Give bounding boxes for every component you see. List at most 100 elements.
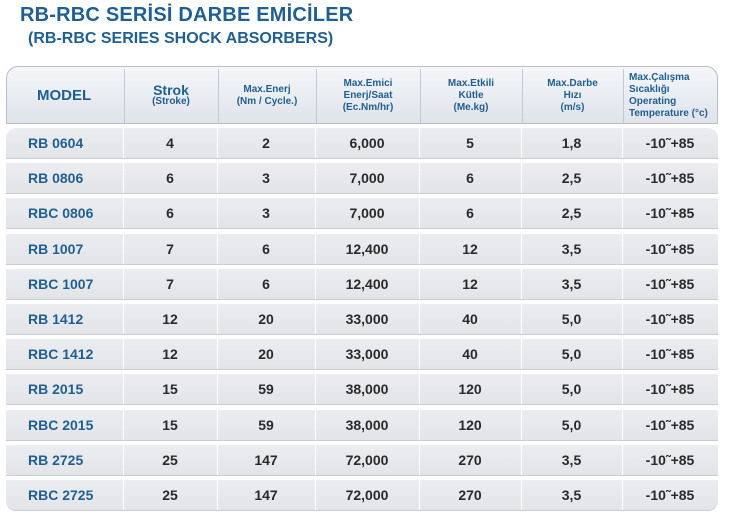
column-divider [622,163,623,194]
column-divider [217,163,218,194]
table-row: RB 2725 25 147 72,000 270 3,5 -10˜+85 [6,444,718,476]
cell-temp: -10˜+85 [645,487,695,503]
page-title: RB-RBC SERİSİ DARBE EMİCİLER [20,4,354,26]
column-divider [123,163,124,194]
cell-kutle: 270 [458,451,482,468]
header-kutle-line: (Me.kg) [453,102,489,113]
column-divider [315,163,316,194]
cell-emici: 12,400 [345,240,389,257]
cell-kutle: 40 [462,311,478,327]
cell-temp: -10˜+85 [645,311,695,327]
column-divider [217,198,218,229]
column-divider [217,480,218,510]
cell-emici: 38,000 [345,381,389,398]
table-header: MODEL Strok (Stroke) Max.Enerj (Nm / Cycle.)… [6,66,718,124]
cell-hiz: 5,0 [561,346,582,363]
header-model: MODEL [7,67,124,125]
header-strok: Strok (Stroke) [124,67,218,125]
cell-temp: -10˜+85 [645,275,695,292]
cell-enerj: 59 [258,381,274,398]
cell-strok: 6 [166,205,174,222]
cell-temp: -10˜+85 [645,170,695,187]
column-divider [521,163,522,194]
cell-kutle: 120 [458,381,482,398]
header-enerj-line: (Nm / Cycle.) [236,96,298,107]
cell-enerj: 3 [262,170,270,187]
column-divider [217,374,218,405]
header-emici-line: Enerj/Saat [343,90,393,101]
cell-temp: -10˜+85 [645,205,695,222]
table-row: RBC 0806 6 3 7,000 6 2,5 -10˜+85 [6,198,718,230]
column-divider [217,339,218,370]
cell-model: RB 1007 [28,240,84,257]
cell-emici: 7,000 [349,170,385,187]
header-enerj: Max.Enerj (Nm / Cycle.) [218,67,316,125]
cell-kutle: 6 [466,170,474,187]
column-divider [315,374,316,405]
header-hiz-line: (m/s) [560,102,585,113]
cell-kutle: 270 [458,487,482,503]
header-divider [124,69,125,123]
column-divider [315,480,316,510]
cell-hiz: 5,0 [561,416,582,433]
column-divider [419,128,420,158]
column-divider [123,198,124,229]
cell-enerj: 2 [262,135,270,151]
cell-strok: 7 [166,240,174,257]
header-divider [420,69,421,123]
header-divider [218,69,219,123]
table-row: RBC 2015 15 59 38,000 120 5,0 -10˜+85 [6,409,718,441]
column-divider [521,128,522,158]
header-strok-line: Strok [153,82,189,98]
column-divider [622,233,623,264]
column-divider [419,444,420,475]
cell-kutle: 12 [462,240,478,257]
spec-table: MODEL Strok (Stroke) Max.Enerj (Nm / Cycle.)… [6,66,718,522]
cell-emici: 12,400 [345,275,389,292]
column-divider [419,409,420,440]
column-divider [315,409,316,440]
column-divider [419,233,420,264]
cell-strok: 15 [162,381,178,398]
column-divider [419,163,420,194]
cell-kutle: 12 [462,275,478,292]
cell-temp: -10˜+85 [645,451,695,468]
table-row: RBC 2725 25 147 72,000 270 3,5 -10˜+85 [6,480,718,511]
column-divider [217,444,218,475]
column-divider [622,374,623,405]
cell-emici: 33,000 [345,311,389,327]
cell-model: RBC 2015 [28,416,94,433]
column-divider [419,268,420,299]
table-row: RB 1007 7 6 12,400 12 3,5 -10˜+85 [6,233,718,265]
header-divider [522,69,523,123]
column-divider [217,409,218,440]
table-row: RBC 1412 12 20 33,000 40 5,0 -10˜+85 [6,339,718,371]
cell-emici: 38,000 [345,416,389,433]
cell-enerj: 20 [258,311,274,327]
header-enerj-line: Max.Enerj [243,84,291,95]
cell-strok: 25 [162,451,178,468]
page-subtitle: (RB-RBC SERIES SHOCK ABSORBERS) [28,30,334,47]
column-divider [217,233,218,264]
cell-temp: -10˜+85 [645,416,695,433]
cell-strok: 7 [166,275,174,292]
column-divider [217,128,218,158]
column-divider [419,304,420,334]
column-divider [521,233,522,264]
cell-strok: 12 [162,346,178,363]
cell-emici: 6,000 [349,135,385,151]
column-divider [217,268,218,299]
header-temp-line: Operating [629,96,677,107]
column-divider [419,480,420,510]
header-divider [316,69,317,123]
header-kutle-line: Max.Etkili [447,78,495,89]
cell-emici: 7,000 [349,205,385,222]
cell-model: RB 2015 [28,381,84,398]
column-divider [622,444,623,475]
header-temp: Max.Çalışma Sıcaklığı Operating Temperature… [623,67,719,125]
header-kutle: Max.Etkili Kütle (Me.kg) [420,67,522,125]
cell-kutle: 6 [466,205,474,222]
header-kutle-line: Kütle [458,90,484,101]
column-divider [521,198,522,229]
cell-kutle: 120 [458,416,482,433]
